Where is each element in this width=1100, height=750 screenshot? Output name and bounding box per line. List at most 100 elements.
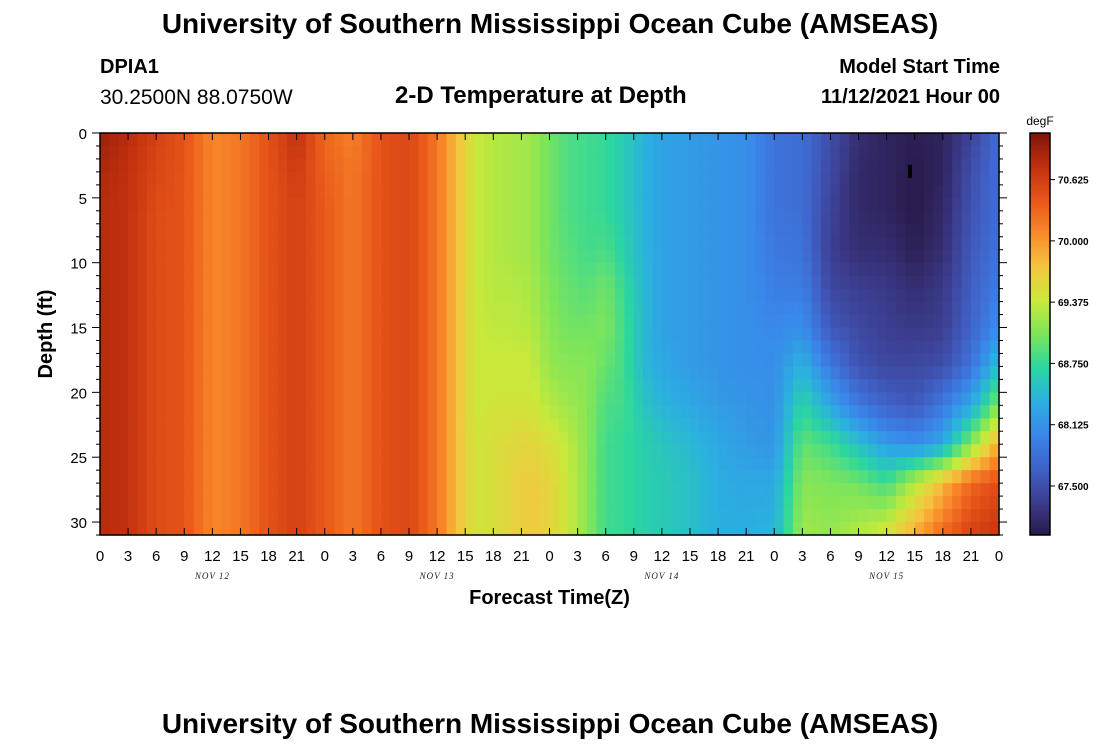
heatmap-cell — [324, 171, 335, 186]
heatmap-cell — [643, 457, 654, 471]
heatmap-cell — [568, 392, 579, 406]
heatmap-cell — [362, 470, 373, 484]
heatmap-cell — [961, 184, 972, 199]
heatmap-cell — [980, 457, 991, 471]
heatmap-cell — [446, 340, 457, 355]
heatmap-cell — [502, 340, 513, 355]
heatmap-cell — [259, 418, 270, 432]
heatmap-cell — [231, 236, 242, 251]
heatmap-cell — [821, 184, 832, 199]
heatmap-cell — [924, 327, 935, 342]
heatmap-cell — [830, 262, 841, 277]
heatmap-cell — [970, 353, 981, 368]
x-tick-label: 0 — [96, 548, 104, 565]
heatmap-cell — [306, 145, 316, 160]
heatmap-cell — [980, 405, 991, 419]
heatmap-cell — [371, 392, 382, 406]
heatmap-cell — [446, 327, 457, 342]
heatmap-cell — [605, 327, 616, 342]
heatmap-cell — [989, 171, 1000, 186]
heatmap-cell — [427, 418, 438, 432]
heatmap-cell — [512, 275, 522, 290]
heatmap-cell — [427, 392, 438, 406]
heatmap-cell — [764, 262, 775, 277]
heatmap-cell — [380, 145, 391, 160]
heatmap-cell — [671, 405, 682, 419]
heatmap-cell — [277, 314, 288, 329]
heatmap-cell — [362, 262, 373, 277]
heatmap-cell — [128, 470, 139, 484]
colorbar-segment — [1030, 133, 1050, 137]
heatmap-cell — [568, 210, 579, 225]
heatmap-cell — [708, 353, 719, 368]
heatmap-cell — [165, 418, 176, 432]
colorbar-segment — [1030, 185, 1050, 189]
heatmap-cell — [615, 262, 626, 277]
heatmap-cell — [409, 405, 419, 419]
heatmap-cell — [409, 327, 419, 342]
heatmap-cell — [146, 133, 157, 147]
colorbar-segment — [1030, 230, 1050, 234]
heatmap-cell — [380, 457, 391, 471]
heatmap-cell — [783, 145, 794, 160]
station-id: DPIA1 — [100, 56, 159, 78]
heatmap-cell — [184, 197, 195, 212]
heatmap-cell — [390, 470, 401, 484]
heatmap-cell — [802, 379, 813, 393]
heatmap-cell — [849, 288, 860, 303]
heatmap-cell — [736, 236, 747, 251]
heatmap-cell — [315, 483, 326, 497]
heatmap-cell — [924, 288, 935, 303]
heatmap-cell — [287, 236, 298, 251]
heatmap-cell — [764, 366, 775, 380]
heatmap-cell — [455, 197, 466, 212]
heatmap-cell — [409, 301, 419, 316]
heatmap-cell — [249, 431, 260, 445]
heatmap-cell — [877, 223, 888, 238]
heatmap-cell — [942, 431, 953, 445]
heatmap-cell — [100, 392, 110, 406]
heatmap-cell — [802, 171, 813, 186]
heatmap-cell — [568, 522, 579, 536]
heatmap-cell — [821, 353, 832, 368]
heatmap-cell — [455, 236, 466, 251]
colorbar-segment — [1030, 253, 1050, 257]
heatmap-cell — [212, 314, 223, 329]
heatmap-cell — [970, 236, 981, 251]
heatmap-cell — [483, 457, 494, 471]
heatmap-cell — [914, 483, 925, 497]
heatmap-cell — [437, 340, 448, 355]
heatmap-cell — [615, 327, 626, 342]
heatmap-cell — [727, 301, 738, 316]
heatmap-cell — [764, 353, 775, 368]
colorbar-segment — [1030, 266, 1050, 270]
heatmap-cell — [193, 418, 204, 432]
heatmap-cell — [830, 483, 841, 497]
heatmap-cell — [783, 379, 794, 393]
heatmap-cell — [259, 405, 270, 419]
heatmap-cell — [259, 444, 270, 458]
heatmap-cell — [296, 418, 307, 432]
heatmap-cell — [577, 340, 588, 355]
heatmap-cell — [306, 431, 316, 445]
colorbar-segment — [1030, 512, 1050, 516]
heatmap-cell — [886, 366, 897, 380]
heatmap-cell — [315, 340, 326, 355]
heatmap-cell — [615, 301, 626, 316]
heatmap-cell — [961, 496, 972, 510]
heatmap-cell — [390, 223, 401, 238]
heatmap-cell — [277, 275, 288, 290]
heatmap-cell — [343, 379, 354, 393]
heatmap-cell — [399, 223, 410, 238]
heatmap-cell — [465, 418, 476, 432]
x-tick-label: 21 — [963, 548, 980, 565]
heatmap-cell — [577, 249, 588, 264]
colorbar-segment — [1030, 200, 1050, 204]
heatmap-cell — [952, 133, 963, 147]
heatmap-cell — [259, 366, 270, 380]
heatmap-cell — [718, 405, 729, 419]
heatmap-cell — [146, 262, 157, 277]
heatmap-cell — [212, 275, 223, 290]
heatmap-cell — [184, 223, 195, 238]
heatmap-cell — [558, 288, 569, 303]
